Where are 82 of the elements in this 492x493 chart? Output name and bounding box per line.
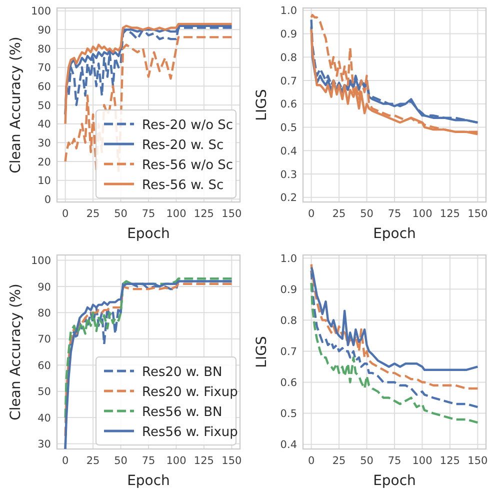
x-tick-label: 150: [222, 208, 242, 220]
y-tick-label: 90: [38, 281, 51, 294]
y-tick-label: 60: [38, 360, 51, 372]
x-axis-title: Epoch: [127, 473, 170, 489]
x-tick-label: 50: [114, 455, 128, 467]
y-tick-label: 30: [38, 137, 51, 150]
x-tick-label: 25: [86, 455, 100, 467]
x-tick-label: 0: [308, 208, 315, 220]
x-tick-label: 100: [412, 455, 432, 467]
x-tick-label: 150: [222, 455, 242, 467]
y-tick-label: 70: [38, 62, 51, 74]
line-series: [310, 269, 479, 408]
x-axis-title: Epoch: [373, 473, 416, 489]
y-tick-label: 50: [38, 386, 51, 398]
y-tick-label: 0.3: [280, 168, 297, 181]
x-tick-label: 100: [166, 455, 186, 467]
x-tick-label: 125: [440, 208, 460, 220]
y-tick-label: 0.6: [280, 377, 298, 390]
line-series: [310, 263, 479, 390]
y-tick-label: 0.8: [280, 52, 297, 64]
y-tick-label: 0.5: [280, 408, 297, 420]
y-axis-title: LIGS: [254, 89, 270, 121]
y-tick-label: 10: [38, 175, 51, 188]
x-tick-label: 25: [86, 208, 100, 220]
x-tick-label: 50: [360, 455, 374, 467]
y-tick-label: 80: [38, 307, 51, 320]
y-tick-label: 0.4: [280, 439, 298, 452]
y-tick-label: 1.0: [280, 5, 297, 18]
y-axis-title: LIGS: [254, 336, 270, 368]
x-tick-label: 50: [114, 208, 128, 220]
x-tick-label: 25: [332, 455, 346, 467]
y-tick-label: 100: [30, 6, 51, 18]
legend-label: Res-56 w/o Sc: [142, 158, 234, 173]
y-tick-label: 0.2: [280, 192, 297, 204]
y-tick-label: 40: [38, 118, 51, 131]
x-tick-label: 0: [308, 455, 315, 467]
y-tick-label: 90: [38, 24, 51, 36]
x-tick-label: 150: [468, 208, 488, 220]
y-tick-label: 100: [30, 255, 51, 268]
y-tick-label: 0.9: [280, 284, 297, 296]
y-tick-label: 80: [38, 43, 51, 56]
x-tick-label: 0: [62, 455, 69, 467]
x-tick-label: 125: [194, 208, 214, 220]
y-tick-label: 30: [38, 438, 51, 451]
legend-label: Res20 w. Fixup: [142, 385, 238, 400]
y-tick-label: 0.6: [280, 98, 298, 111]
x-tick-label: 100: [166, 208, 186, 220]
y-tick-label: 0.4: [280, 145, 298, 158]
x-tick-label: 100: [412, 208, 432, 220]
y-tick-label: 0.8: [280, 314, 297, 327]
x-tick-label: 75: [388, 455, 402, 467]
x-tick-label: 125: [440, 455, 460, 467]
legend-label: Res20 w. BN: [142, 365, 222, 380]
y-tick-label: 0.7: [280, 346, 297, 358]
legend-label: Res-20 w/o Sc: [142, 118, 234, 133]
legend-label: Res56 w. BN: [142, 405, 222, 420]
legend-label: Res56 w. Fixup: [142, 425, 238, 440]
y-tick-label: 70: [38, 334, 51, 346]
line-series: [310, 282, 479, 424]
x-tick-label: 50: [360, 208, 374, 220]
x-tick-label: 75: [142, 208, 156, 220]
x-tick-label: 75: [388, 208, 402, 220]
x-tick-label: 25: [332, 208, 346, 220]
y-tick-label: 50: [38, 100, 51, 112]
x-tick-label: 150: [468, 455, 488, 467]
y-tick-label: 60: [38, 80, 51, 93]
y-tick-label: 0.5: [280, 122, 297, 134]
y-tick-label: 0.7: [280, 75, 297, 88]
y-tick-label: 0.9: [280, 28, 297, 41]
legend-label: Res-56 w. Sc: [142, 178, 224, 193]
y-tick-label: 1.0: [280, 252, 297, 265]
x-tick-label: 75: [142, 455, 156, 467]
y-axis-title: Clean Accuracy (%): [8, 284, 24, 420]
y-tick-label: 20: [38, 156, 51, 168]
x-axis-title: Epoch: [127, 226, 170, 242]
x-axis-title: Epoch: [373, 226, 416, 242]
x-tick-label: 0: [62, 208, 69, 220]
y-axis-title: Clean Accuracy (%): [8, 36, 24, 174]
y-tick-label: 40: [38, 412, 51, 424]
legend-label: Res-20 w. Sc: [142, 138, 224, 153]
x-tick-label: 125: [194, 455, 214, 467]
y-tick-label: 0: [44, 194, 51, 206]
